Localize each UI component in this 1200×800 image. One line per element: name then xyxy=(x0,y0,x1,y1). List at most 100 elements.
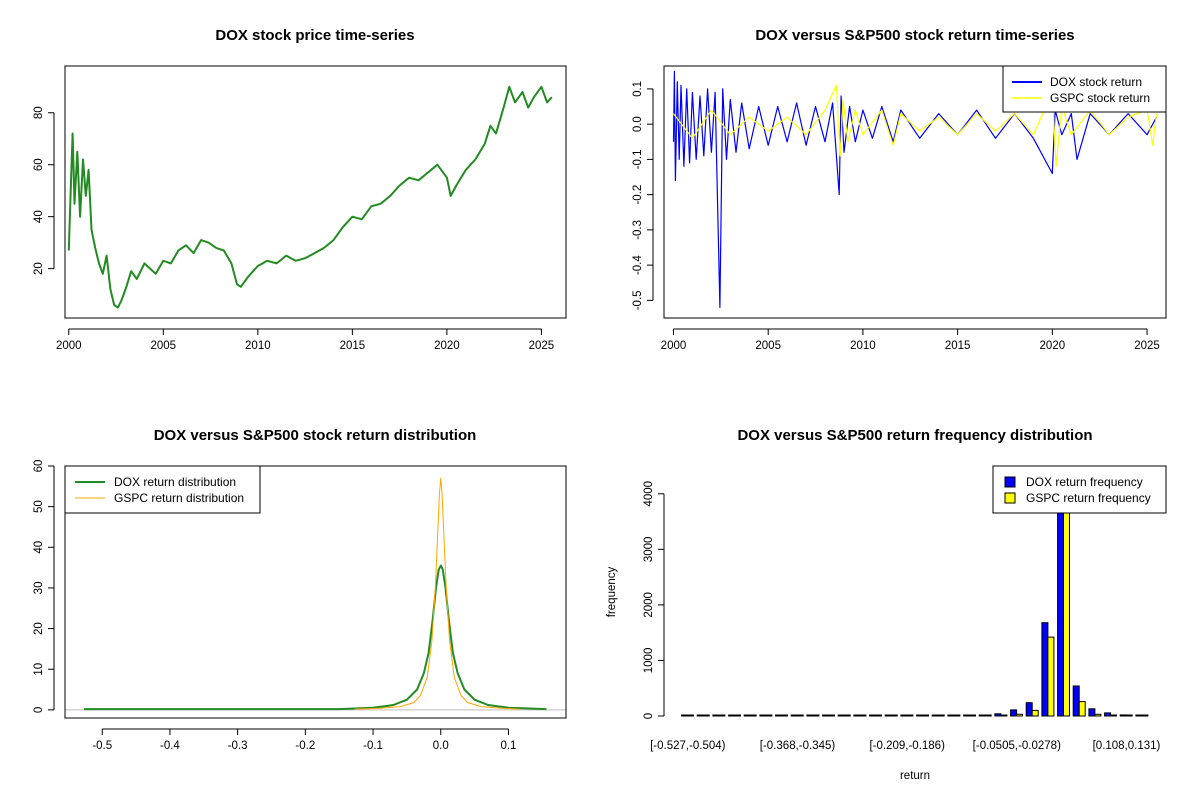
density-x-tick-label: -0.5 xyxy=(92,740,112,752)
returns-x-tick-label: 2010 xyxy=(850,340,876,352)
gspc-frequency-bar xyxy=(859,714,867,717)
gspc-frequency-bar xyxy=(765,714,773,717)
gspc-frequency-bar xyxy=(1031,709,1039,717)
frequency-y-tick-label: 3000 xyxy=(643,537,655,563)
density-x-tick-label: 0.0 xyxy=(433,740,449,752)
gspc-frequency-bar xyxy=(812,714,820,717)
frequency-y-tick-label: 1000 xyxy=(643,648,655,674)
dox-frequency-bar xyxy=(1104,712,1112,717)
returns-y-tick-label: -0.1 xyxy=(632,149,644,169)
density-legend: DOX return distribution GSPC return dist… xyxy=(64,465,261,514)
frequency-legend-label-dox: DOX return frequency xyxy=(1026,475,1143,489)
price-plot-frame xyxy=(64,65,567,319)
dox-frequency-bar xyxy=(759,714,767,717)
dox-frequency-bar xyxy=(884,714,892,717)
returns-legend-label-dox: DOX stock return xyxy=(1050,75,1142,89)
returns-y-tick-label: -0.2 xyxy=(632,185,644,205)
dox-frequency-bar xyxy=(869,714,877,717)
dox-frequency-bar xyxy=(775,714,783,717)
price-series xyxy=(67,85,553,309)
panel-price: DOX stock price time-series 2000 2005 2010… xyxy=(33,27,567,352)
gspc-frequency-bar xyxy=(734,714,741,717)
density-series xyxy=(65,477,566,711)
gspc-frequency-bar xyxy=(953,714,961,717)
dox-frequency-bar xyxy=(1119,714,1127,717)
frequency-x-tick-label: [0.108,0.131) xyxy=(1093,740,1161,752)
returns-x-tick-label: 2020 xyxy=(1040,340,1066,352)
price-x-tick-label: 2015 xyxy=(340,340,366,352)
dox-frequency-bar xyxy=(712,714,720,717)
density-y-tick-label: 20 xyxy=(33,622,45,635)
density-y-axis: 0 10 20 30 40 50 60 xyxy=(33,460,55,713)
dox-frequency-bar xyxy=(743,714,751,717)
gspc-frequency-bar xyxy=(969,714,976,717)
gspc-frequency-bar xyxy=(749,714,757,717)
dox-frequency-bar xyxy=(728,714,736,717)
dox-density-line xyxy=(84,564,547,711)
panel-returns: DOX versus S&P500 stock return time-seri… xyxy=(632,27,1167,352)
price-chart-title: DOX stock price time-series xyxy=(215,27,414,44)
density-y-tick-label: 50 xyxy=(33,500,45,513)
gspc-frequency-bar xyxy=(718,714,726,717)
price-x-tick-label: 2005 xyxy=(151,340,177,352)
frequency-x-tick-label: [-0.0505,-0.0278) xyxy=(973,740,1061,752)
returns-x-axis: 2000 2005 2010 2015 2020 2025 xyxy=(661,328,1160,352)
frequency-x-tick-label: [-0.368,-0.345) xyxy=(760,740,836,752)
returns-y-tick-label: -0.4 xyxy=(632,255,644,275)
density-y-tick-label: 60 xyxy=(33,460,45,473)
gspc-frequency-bar xyxy=(796,714,804,717)
dox-frequency-bar xyxy=(994,713,1002,717)
price-y-tick-label: 40 xyxy=(33,210,45,223)
frequency-legend-swatch-gspc xyxy=(1004,492,1016,504)
frequency-legend: DOX return frequency GSPC return frequen… xyxy=(992,465,1167,514)
gspc-frequency-bar xyxy=(1063,482,1070,717)
gspc-frequency-bar xyxy=(984,714,992,717)
frequency-y-tick-label: 4000 xyxy=(643,481,655,507)
returns-chart-title: DOX versus S&P500 stock return time-seri… xyxy=(755,27,1074,44)
dox-frequency-bar xyxy=(696,714,704,717)
price-x-tick-label: 2000 xyxy=(56,340,82,352)
density-plot-frame xyxy=(64,465,567,719)
returns-y-tick-label: 0.0 xyxy=(632,116,644,132)
price-y-axis: 20 40 60 80 xyxy=(33,106,55,275)
dox-frequency-bar xyxy=(790,714,798,717)
gspc-frequency-bar xyxy=(781,714,788,717)
density-x-tick-label: -0.2 xyxy=(295,740,315,752)
gspc-density-line xyxy=(354,477,520,710)
frequency-bars xyxy=(681,482,1149,717)
gspc-frequency-bar xyxy=(922,714,929,717)
returns-legend: DOX stock return GSPC stock return xyxy=(1002,65,1167,113)
dox-frequency-bar xyxy=(837,714,845,717)
dox-frequency-bar xyxy=(853,714,861,717)
price-line xyxy=(67,85,553,309)
frequency-x-axis: [-0.527,-0.504) [-0.368,-0.345) [-0.209,-0… xyxy=(650,740,1160,752)
gspc-frequency-bar xyxy=(687,714,694,717)
dox-frequency-bar xyxy=(822,714,830,717)
price-y-tick-label: 80 xyxy=(33,106,45,119)
frequency-y-tick-label: 0 xyxy=(643,713,655,719)
density-legend-label-dox: DOX return distribution xyxy=(114,475,236,489)
dox-frequency-bar xyxy=(900,714,908,717)
gspc-frequency-bar xyxy=(1016,713,1023,717)
gspc-frequency-bar xyxy=(1047,636,1055,717)
gspc-frequency-bar xyxy=(875,714,882,717)
frequency-legend-box xyxy=(992,465,1167,514)
density-x-tick-label: 0.1 xyxy=(500,740,516,752)
frequency-legend-label-gspc: GSPC return frequency xyxy=(1026,491,1151,505)
density-legend-label-gspc: GSPC return distribution xyxy=(114,491,244,505)
dox-return-line xyxy=(672,70,1158,308)
dox-frequency-bar xyxy=(1010,709,1018,717)
gspc-frequency-bar xyxy=(843,714,851,717)
returns-y-tick-label: -0.5 xyxy=(632,290,644,310)
gspc-frequency-bar xyxy=(702,714,710,717)
returns-x-tick-label: 2005 xyxy=(755,340,781,352)
panel-frequency: DOX versus S&P500 return frequency distr… xyxy=(606,427,1167,782)
frequency-x-tick-label: [-0.209,-0.186) xyxy=(869,740,945,752)
gspc-frequency-bar xyxy=(1125,714,1133,717)
gspc-frequency-bar xyxy=(828,714,835,717)
panel-density: DOX versus S&P500 stock return distribut… xyxy=(33,427,567,752)
gspc-frequency-bar xyxy=(937,714,945,717)
density-x-tick-label: -0.3 xyxy=(228,740,248,752)
frequency-chart-title: DOX versus S&P500 return frequency distr… xyxy=(737,427,1092,444)
